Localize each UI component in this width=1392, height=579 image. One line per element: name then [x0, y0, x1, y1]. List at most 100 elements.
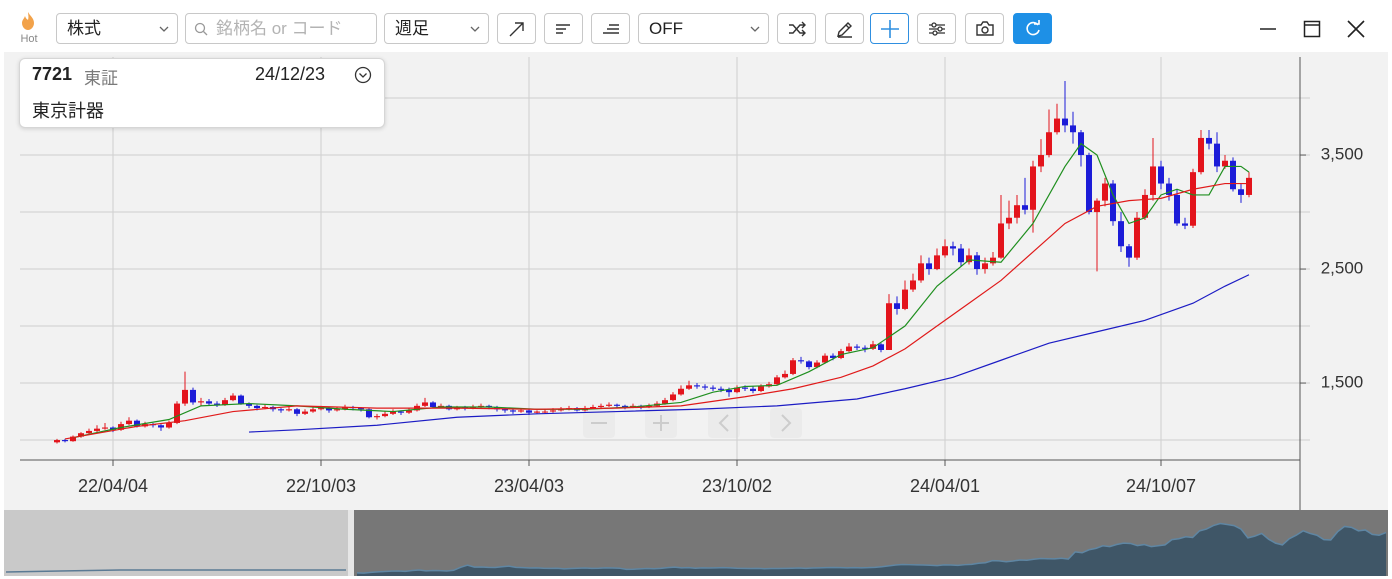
moving-average-line: [248, 274, 1250, 433]
candle-body: [318, 408, 324, 410]
minimize-button[interactable]: [1256, 17, 1280, 41]
navigator-unselected[interactable]: [4, 510, 350, 576]
navigator-handle[interactable]: [348, 510, 354, 576]
draw-button[interactable]: [825, 13, 864, 44]
moving-average-line: [64, 182, 1249, 440]
refresh-button[interactable]: [1013, 13, 1052, 44]
indicator-select[interactable]: OFF: [638, 13, 769, 44]
hot-icon[interactable]: [19, 11, 37, 31]
candle-body: [1014, 205, 1020, 218]
maximize-button[interactable]: [1300, 17, 1324, 41]
candle-body: [1206, 137, 1212, 144]
candle-body: [278, 409, 284, 411]
settings-button[interactable]: [917, 13, 956, 44]
candle-body: [1246, 177, 1252, 195]
candle-body: [814, 362, 820, 368]
symbol-date: 24/12/23: [255, 64, 326, 84]
horizontal-line-button[interactable]: [544, 13, 583, 44]
close-button[interactable]: [1344, 17, 1368, 41]
candle-body: [662, 400, 668, 404]
hot-label[interactable]: Hot: [20, 33, 38, 45]
icon: [718, 414, 729, 432]
candle-body: [326, 408, 332, 411]
candle-body: [1030, 166, 1036, 210]
zoom-controls[interactable]: [583, 408, 802, 438]
y-tick-label: 1,500: [1321, 373, 1364, 392]
candle-body: [1038, 155, 1044, 167]
candle-body: [974, 255, 980, 270]
candle-body: [70, 436, 76, 442]
candle-body: [86, 430, 92, 434]
candle-body: [390, 411, 396, 414]
zoom-in-button[interactable]: [645, 408, 677, 438]
expand-button[interactable]: [354, 66, 372, 84]
candle-body: [54, 440, 60, 443]
candle-body: [806, 361, 812, 368]
candle-body: [1006, 217, 1012, 224]
candle-body: [950, 246, 956, 249]
candle-body: [62, 440, 68, 442]
icon: [789, 21, 806, 37]
candle-body: [198, 401, 204, 403]
candle-body: [406, 410, 412, 413]
candle-body: [398, 411, 404, 413]
icon: [881, 20, 899, 38]
candle-body: [1102, 183, 1108, 201]
icon: [470, 26, 480, 32]
candle-body: [1126, 246, 1132, 258]
candle-body: [1238, 189, 1244, 195]
y-tick-label: 3,500: [1321, 145, 1364, 164]
plot: 1,500 2,500 3,500 22/04/04 22/10/03 23/04/03 2…: [20, 57, 1363, 510]
candle-body: [710, 387, 716, 389]
candle-body: [798, 360, 804, 362]
x-tick-label: 22/04/04: [78, 476, 148, 496]
zoom-out-button[interactable]: [583, 408, 615, 438]
candle-body: [846, 346, 852, 352]
candle-body: [1118, 221, 1124, 247]
candle-body: [1046, 132, 1052, 156]
candle-body: [734, 387, 740, 393]
icon: [1026, 20, 1040, 36]
search-box[interactable]: 銘柄名 or コード: [185, 13, 377, 44]
scroll-left-button[interactable]: [708, 408, 740, 438]
x-tick-label: 23/10/02: [702, 476, 772, 496]
scroll-right-button[interactable]: [770, 408, 802, 438]
candle-body: [342, 406, 348, 410]
plot-background: [4, 52, 1388, 510]
price-line-button[interactable]: [591, 13, 630, 44]
symbol-code: 7721: [32, 64, 73, 84]
market-select-text: 株式: [67, 19, 101, 38]
period-select[interactable]: 週足: [384, 13, 489, 44]
navigator-area: [357, 523, 1386, 576]
candle-body: [310, 409, 316, 412]
candle-body: [694, 385, 700, 387]
candle-body: [990, 257, 996, 264]
candle-body: [958, 248, 964, 263]
candle-body: [934, 255, 940, 270]
candle-body: [1230, 160, 1236, 190]
compare-button[interactable]: [777, 13, 816, 44]
candle-body: [750, 388, 756, 392]
search-placeholder: 銘柄名 or コード: [216, 19, 343, 38]
icon: [929, 22, 945, 36]
candle-body: [966, 255, 972, 263]
candle-body: [542, 411, 548, 413]
crosshair-button[interactable]: [870, 13, 909, 44]
x-tick-label: 23/04/03: [494, 476, 564, 496]
candle-body: [726, 389, 732, 393]
candle-body: [254, 405, 260, 409]
trendline-button[interactable]: [497, 13, 536, 44]
candle-body: [854, 346, 860, 348]
candle-body: [782, 373, 788, 378]
candle-body: [214, 403, 220, 405]
candle-body: [862, 347, 868, 349]
candle-body: [246, 403, 252, 406]
candle-body: [894, 303, 900, 309]
candle-body: [1142, 194, 1148, 218]
candle-body: [334, 409, 340, 411]
screenshot-button[interactable]: [965, 13, 1004, 44]
candle-body: [94, 428, 100, 431]
candle-body: [598, 405, 604, 407]
candle-body: [302, 411, 308, 414]
market-select[interactable]: 株式: [56, 13, 178, 44]
